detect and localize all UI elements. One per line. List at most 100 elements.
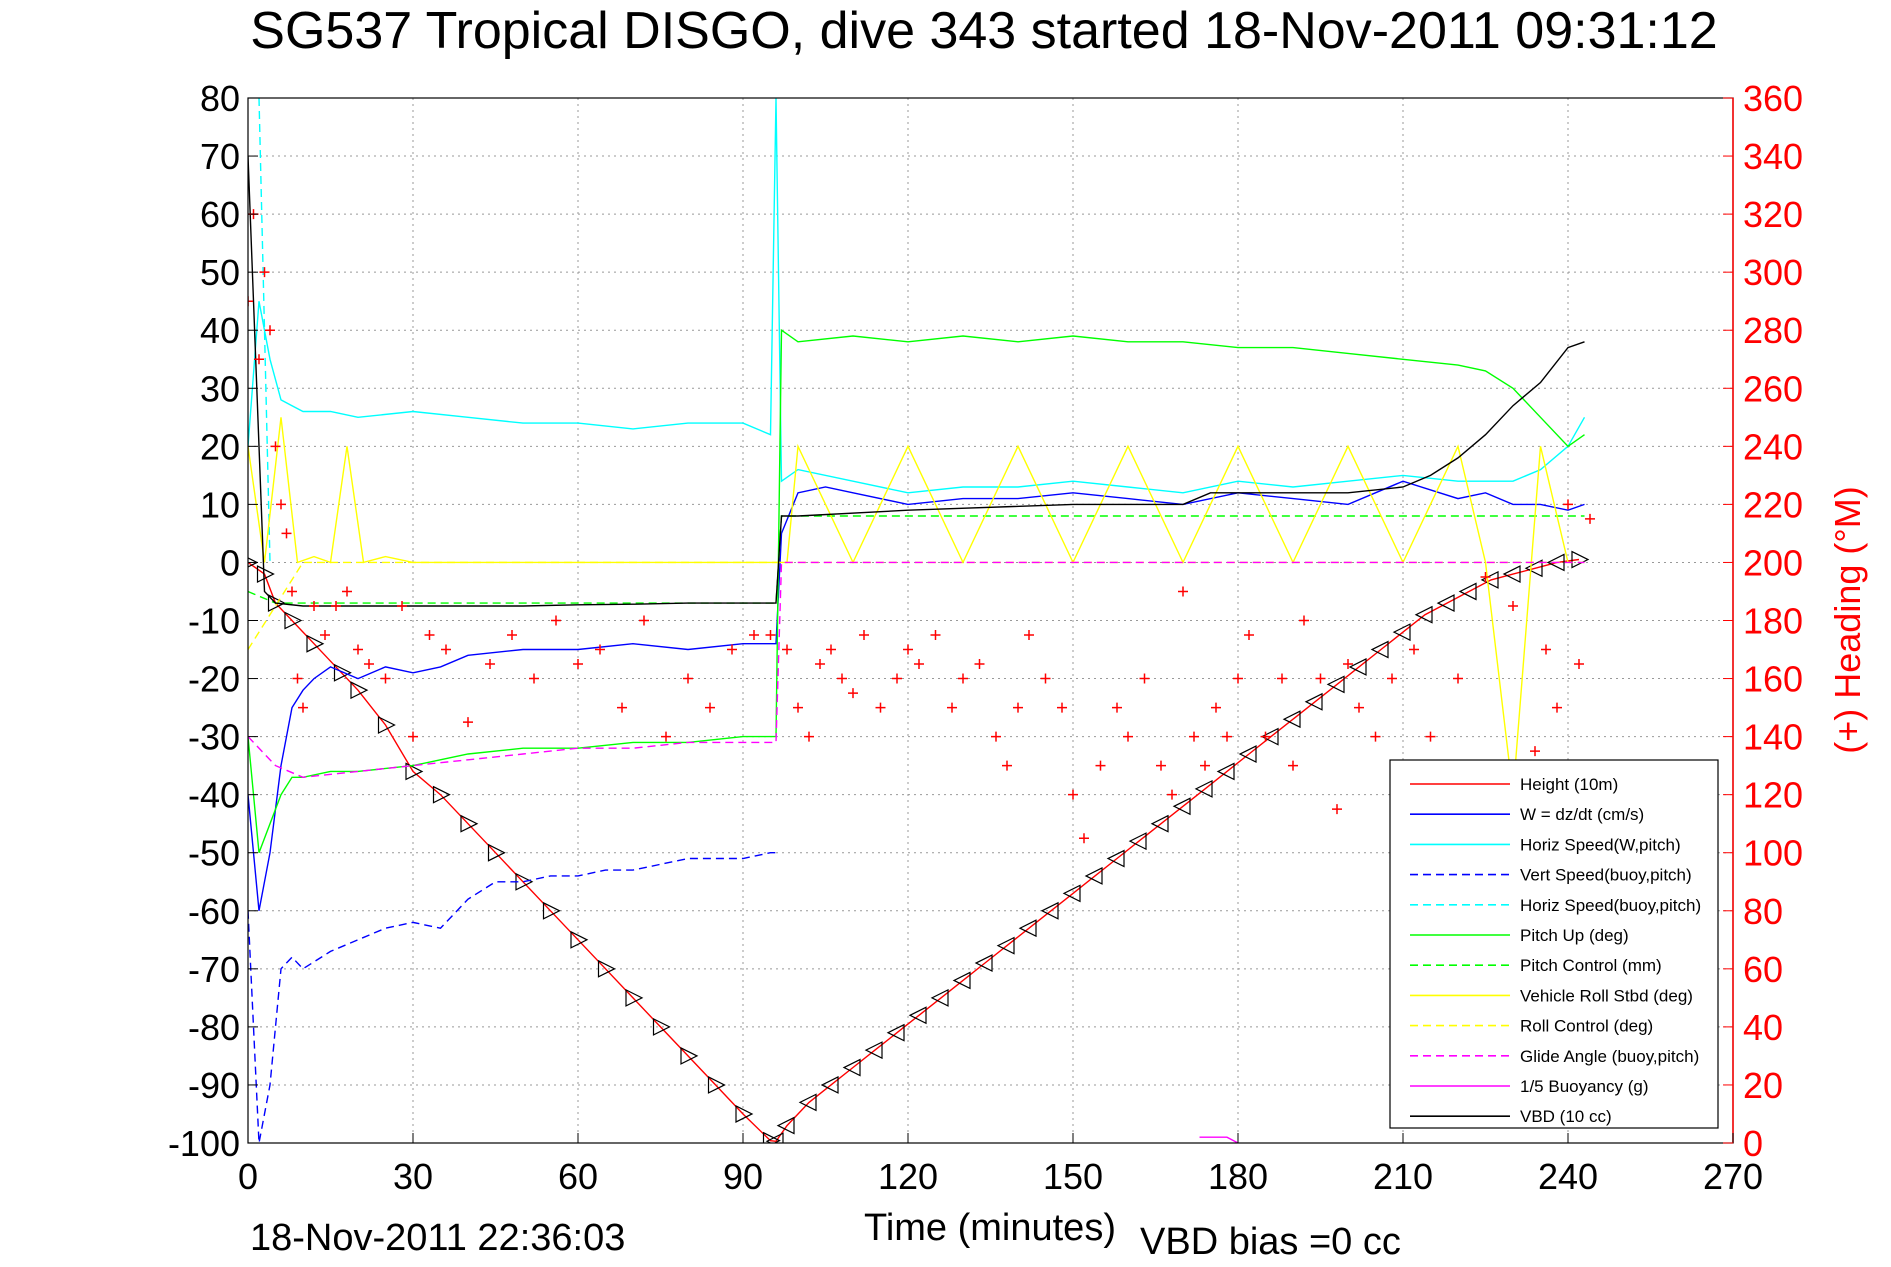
heading-point: [353, 644, 363, 655]
heading-point: [1189, 731, 1199, 742]
series-7: [248, 417, 1569, 795]
x-tick-label: 180: [1208, 1156, 1268, 1197]
x-tick-label: 240: [1538, 1156, 1598, 1197]
y-tick-label: -40: [188, 775, 240, 816]
heading-point: [749, 630, 759, 641]
legend-label: Vehicle Roll Stbd (deg): [1520, 986, 1693, 1005]
height-marker: [267, 594, 286, 613]
heading-point: [485, 659, 495, 670]
heading-point: [331, 600, 341, 611]
y-right-tick-label: 340: [1743, 136, 1803, 177]
heading-point: [441, 644, 451, 655]
height-marker: [1348, 657, 1367, 676]
heading-point: [974, 659, 985, 670]
height-marker: [460, 814, 479, 833]
y-tick-label: 50: [200, 252, 240, 293]
height-marker: [765, 1132, 784, 1143]
y-tick-label: -70: [188, 949, 240, 990]
height-marker: [1150, 814, 1169, 833]
height-marker: [1458, 582, 1477, 601]
heading-point: [1409, 644, 1419, 655]
heading-point: [1211, 702, 1221, 713]
height-marker: [798, 1093, 817, 1112]
height-marker: [842, 1058, 861, 1077]
height-marker: [1304, 692, 1323, 711]
heading-point: [1370, 731, 1381, 742]
height-marker: [1172, 797, 1191, 816]
height-marker: [1128, 832, 1147, 851]
heading-point: [463, 717, 473, 728]
legend-label: Pitch Control (mm): [1520, 956, 1662, 975]
heading-point: [265, 325, 275, 336]
heading-point: [1002, 760, 1012, 771]
heading-point: [683, 673, 693, 684]
heading-point: [1315, 673, 1326, 684]
heading-point: [1508, 600, 1518, 611]
heading-point: [1530, 746, 1540, 757]
y-tick-label: -100: [168, 1123, 240, 1164]
heading-point: [298, 702, 308, 713]
heading-point: [320, 630, 330, 641]
y-right-tick-label: 20: [1743, 1065, 1783, 1106]
height-marker: [405, 762, 424, 781]
series-10: [1199, 1136, 1239, 1143]
y-tick-label: 0: [220, 542, 240, 583]
series-2: [248, 98, 1586, 494]
x-tick-label: 30: [393, 1156, 433, 1197]
heading-point: [1453, 673, 1463, 684]
height-marker: [256, 565, 275, 584]
heading-point: [1167, 789, 1177, 800]
series-11: [248, 156, 1585, 607]
height-marker: [1238, 745, 1257, 763]
height-marker: [1040, 901, 1059, 920]
y-tick-label: -60: [188, 891, 240, 932]
y-right-tick-label: 60: [1743, 949, 1783, 990]
heading-point: [958, 673, 968, 684]
heading-point: [848, 688, 858, 699]
legend-label: Horiz Speed(W,pitch): [1520, 835, 1681, 854]
height-marker: [248, 557, 259, 568]
heading-point: [1112, 702, 1122, 713]
heading-point: [859, 630, 869, 641]
heading-point: [380, 673, 391, 684]
heading-point: [287, 586, 297, 597]
heading-point: [342, 586, 352, 597]
height-marker: [1524, 559, 1543, 578]
series-line: [248, 852, 776, 1143]
height-marker: [1480, 570, 1499, 589]
heading-point: [551, 615, 561, 626]
heading-point: [991, 731, 1001, 742]
x-axis-label: Time (minutes): [864, 1207, 1116, 1249]
heading-point: [1563, 499, 1573, 510]
heading-point: [705, 702, 715, 713]
legend-label: VBD (10 cc): [1520, 1107, 1612, 1126]
height-marker: [952, 971, 971, 990]
heading-point: [364, 659, 374, 670]
heading-point: [408, 731, 418, 742]
heading-point: [1178, 586, 1188, 597]
heading-point: [947, 702, 957, 713]
legend-label: Glide Angle (buoy,pitch): [1520, 1047, 1699, 1066]
heading-point: [1024, 630, 1034, 641]
height-marker: [762, 1131, 781, 1143]
series-line: [248, 558, 1580, 1143]
heading-point: [1552, 702, 1562, 713]
heading-point: [1068, 789, 1078, 800]
heading-point: [903, 644, 913, 655]
y-right-tick-label: 160: [1743, 659, 1803, 700]
heading-point: [1057, 702, 1067, 713]
height-marker: [776, 1116, 795, 1135]
y-tick-label: 20: [200, 426, 240, 467]
series-line: [248, 561, 1585, 779]
y-tick-label: 80: [200, 78, 240, 119]
x-tick-label: 270: [1703, 1156, 1763, 1197]
y-right-tick-label: 280: [1743, 310, 1803, 351]
heading-point: [529, 673, 539, 684]
heading-point: [914, 659, 924, 670]
heading-point: [573, 659, 583, 670]
heading-point: [765, 630, 776, 641]
y-right-tick-label: 140: [1743, 717, 1803, 758]
y-tick-label: 30: [200, 368, 240, 409]
